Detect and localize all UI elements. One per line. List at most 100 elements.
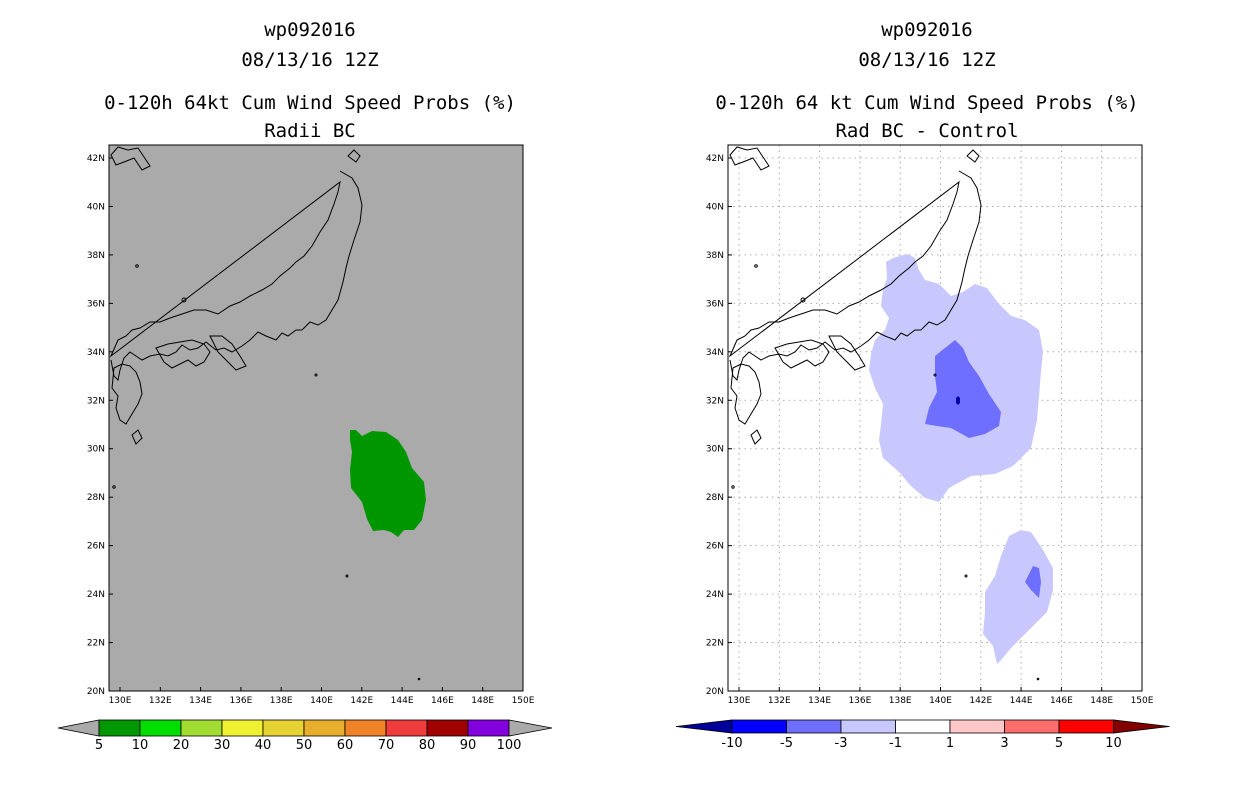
lon-label: 144E <box>1010 696 1033 706</box>
right-colorbar: -10 -5 -3 -1 1 3 5 10 <box>675 719 1170 751</box>
lat-label: 28N <box>87 493 105 503</box>
left-datetime: 08/13/16 12Z <box>241 49 378 71</box>
lat-label: 20N <box>87 687 105 697</box>
colorbar-label: 5 <box>95 738 103 753</box>
lon-label: 142E <box>350 696 373 706</box>
colorbar-label: 50 <box>296 738 313 753</box>
colorbar-swatch <box>467 719 510 737</box>
colorbar-swatch <box>180 719 223 737</box>
right-subtitle: Rad BC - Control <box>835 120 1018 142</box>
lon-label: 142E <box>969 696 992 706</box>
right-storm-id: wp092016 <box>881 19 973 41</box>
lon-label: 140E <box>929 696 952 706</box>
colorbar-high-arrow <box>1113 719 1170 734</box>
lon-label: 148E <box>471 696 494 706</box>
left-title: 0-120h 64kt Cum Wind Speed Probs (%) <box>104 92 516 114</box>
colorbar-swatch <box>385 719 428 737</box>
colorbar-label: 20 <box>173 738 190 753</box>
difference-area-minus10-north <box>956 396 960 405</box>
lat-label: 28N <box>706 493 724 503</box>
lat-label: 32N <box>706 396 724 406</box>
right-title: 0-120h 64 kt Cum Wind Speed Probs (%) <box>715 92 1138 114</box>
lat-label: 26N <box>87 542 105 552</box>
lat-label: 22N <box>87 639 105 649</box>
lat-label: 32N <box>87 396 105 406</box>
probability-area-64kt <box>350 430 426 537</box>
lon-label: 136E <box>229 696 252 706</box>
colorbar-swatch <box>303 719 346 737</box>
colorbar-swatch <box>949 719 1005 734</box>
lat-label: 34N <box>87 348 105 358</box>
lat-label: 24N <box>87 590 105 600</box>
lat-label: 36N <box>87 299 105 309</box>
colorbar-label: 100 <box>497 738 522 753</box>
colorbar-label: 60 <box>337 738 354 753</box>
left-colorbar: 5 10 20 30 40 50 60 70 80 90 100 <box>57 719 553 753</box>
left-map-background <box>108 144 524 692</box>
lon-label: 150E <box>512 696 535 706</box>
colorbar-label: 10 <box>1105 736 1122 751</box>
lat-label: 36N <box>706 299 724 309</box>
colorbar-label: -10 <box>721 736 742 751</box>
colorbar-label: 3 <box>1000 736 1008 751</box>
lat-label: 22N <box>706 639 724 649</box>
lat-label: 42N <box>706 154 724 164</box>
lon-label: 146E <box>1050 696 1073 706</box>
colorbar-swatch <box>895 719 951 734</box>
right-map-frame <box>727 144 1143 692</box>
colorbar-label: 10 <box>132 738 149 753</box>
colorbar-swatch <box>1004 719 1060 734</box>
lat-label: 26N <box>706 542 724 552</box>
colorbar-label: 80 <box>419 738 436 753</box>
colorbar-swatch <box>344 719 387 737</box>
colorbar-label: -3 <box>835 736 848 751</box>
difference-area-minus5-south <box>1025 566 1041 598</box>
lat-label: 38N <box>706 251 724 261</box>
lon-label: 138E <box>889 696 912 706</box>
lat-label: 34N <box>706 348 724 358</box>
lon-label: 144E <box>391 696 414 706</box>
lon-label: 140E <box>310 696 333 706</box>
lat-label: 38N <box>87 251 105 261</box>
lon-label: 132E <box>768 696 791 706</box>
lat-label: 30N <box>706 445 724 455</box>
lon-label: 130E <box>728 696 751 706</box>
left-panel: wp092016 08/13/16 12Z 0-120h 64kt Cum Wi… <box>57 19 553 753</box>
colorbar-swatch <box>840 719 896 734</box>
colorbar-label: -1 <box>889 736 902 751</box>
left-storm-id: wp092016 <box>264 19 356 41</box>
colorbar-swatch <box>426 719 469 737</box>
colorbar-label: 70 <box>378 738 395 753</box>
colorbar-swatch <box>786 719 842 734</box>
colorbar-swatch <box>221 719 264 737</box>
lon-label: 134E <box>808 696 831 706</box>
colorbar-swatch <box>1058 719 1114 734</box>
right-panel: wp092016 08/13/16 12Z 0-120h 64 kt Cum W… <box>675 19 1170 751</box>
lon-label: 138E <box>270 696 293 706</box>
lon-label: 150E <box>1131 696 1154 706</box>
lat-label: 42N <box>87 154 105 164</box>
lon-label: 136E <box>848 696 871 706</box>
lon-label: 134E <box>189 696 212 706</box>
lon-label: 132E <box>149 696 172 706</box>
colorbar-low-arrow <box>57 719 100 737</box>
colorbar-label: 1 <box>946 736 954 751</box>
lat-label: 20N <box>706 687 724 697</box>
right-datetime: 08/13/16 12Z <box>858 49 995 71</box>
colorbar-swatch <box>139 719 182 737</box>
lon-label: 130E <box>109 696 132 706</box>
left-axis-ticks: 42N 40N 38N 36N 34N 32N 30N 28N 26N 24N 22N 20N 130E… <box>87 154 535 706</box>
colorbar-label: 90 <box>460 738 477 753</box>
difference-area-minus5-north <box>925 340 1001 438</box>
colorbar-label: 5 <box>1055 736 1063 751</box>
lat-label: 30N <box>87 445 105 455</box>
colorbar-label: -5 <box>780 736 793 751</box>
left-subtitle: Radii BC <box>264 120 356 142</box>
colorbar-label: 40 <box>255 738 272 753</box>
colorbar-high-arrow <box>508 719 553 737</box>
colorbar-swatch <box>98 719 141 737</box>
lon-label: 148E <box>1090 696 1113 706</box>
colorbar-low-arrow <box>675 719 733 734</box>
lon-label: 146E <box>431 696 454 706</box>
